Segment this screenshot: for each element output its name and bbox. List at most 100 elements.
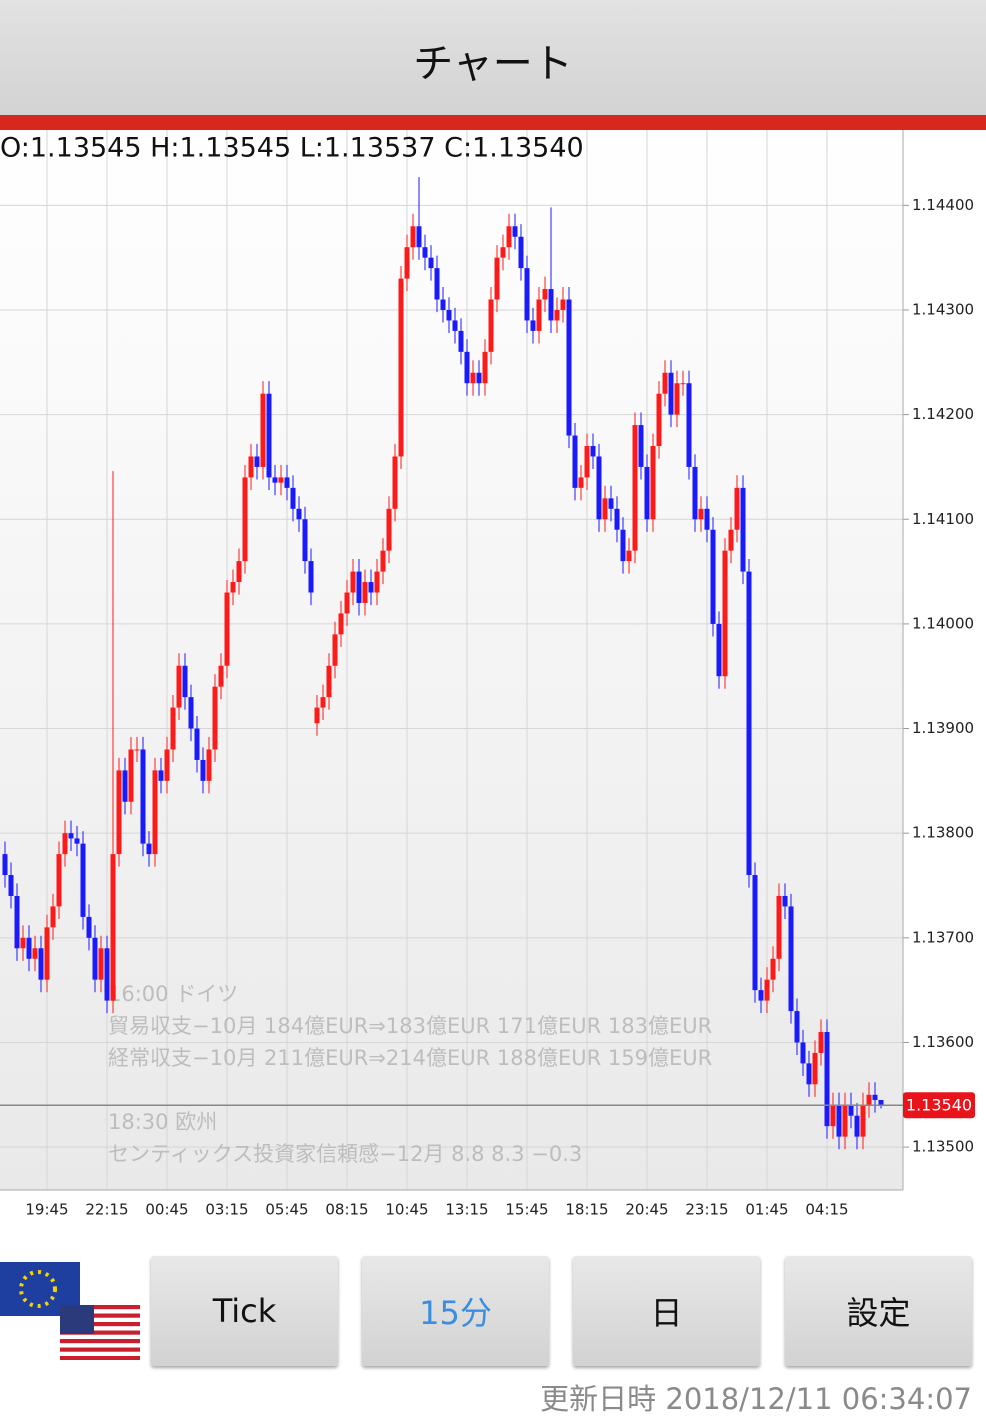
candle-body <box>344 592 350 614</box>
candle-body <box>734 487 740 530</box>
candle-body <box>170 707 176 750</box>
y-tick-label: 1.14400 <box>912 196 974 214</box>
candle-body <box>434 268 440 300</box>
candle-body <box>56 854 62 907</box>
candle-body <box>362 582 368 603</box>
candle-body <box>878 1100 884 1106</box>
candle-body <box>578 477 584 488</box>
x-tick-label: 01:45 <box>745 1201 788 1219</box>
candle-body <box>218 665 224 687</box>
candle-body <box>206 749 212 781</box>
candle-body <box>374 571 380 593</box>
current-price-box <box>903 1092 975 1119</box>
candle-body <box>500 247 506 258</box>
candle-body <box>302 519 308 562</box>
candle-body <box>836 1105 842 1137</box>
candle-body <box>470 372 476 384</box>
interval-button[interactable]: 15分 <box>362 1256 549 1366</box>
candle-body <box>104 948 110 1001</box>
candle-body <box>824 1031 830 1127</box>
candle-body <box>188 697 194 729</box>
x-tick-label: 18:15 <box>565 1201 608 1219</box>
y-tick-label: 1.13700 <box>912 928 974 946</box>
candle-body <box>686 383 692 467</box>
candle-body <box>602 498 608 520</box>
header-title: チャート <box>413 41 573 87</box>
candle-body <box>212 686 218 750</box>
candle-body <box>512 226 518 237</box>
header-bar <box>0 0 986 115</box>
candle-body <box>566 299 572 436</box>
candle-body <box>380 550 386 572</box>
x-tick-label: 08:15 <box>325 1201 368 1219</box>
update-time: 更新日時 2018/12/11 06:34:07 <box>540 1382 972 1416</box>
candle-body <box>776 895 782 959</box>
candle-body <box>392 456 398 509</box>
tick-button[interactable]: Tick <box>151 1256 338 1366</box>
candle-body <box>806 1063 812 1085</box>
candle-body <box>710 529 716 624</box>
candle-body <box>284 477 290 488</box>
candle-body <box>230 582 236 593</box>
candle-body <box>200 759 206 781</box>
candle-body <box>14 895 20 949</box>
candle-body <box>440 299 446 310</box>
candle-body <box>464 351 470 384</box>
candle-body <box>476 372 482 384</box>
daily-button[interactable]: 日 <box>573 1256 760 1366</box>
candle-body <box>116 770 122 855</box>
candle-body <box>422 247 428 258</box>
candle-body <box>80 843 86 917</box>
candle-body <box>326 665 332 698</box>
currency-flags <box>0 1262 140 1360</box>
candle-body <box>194 728 200 760</box>
candle-body <box>866 1094 872 1106</box>
candle-body <box>536 299 542 331</box>
candle-body <box>818 1031 824 1053</box>
candle-body <box>128 749 134 802</box>
candle-body <box>44 927 50 980</box>
candle-body <box>158 770 164 781</box>
candle-body <box>752 875 758 991</box>
candle-body <box>488 299 494 352</box>
candle-body <box>668 372 674 415</box>
candle-body <box>92 937 98 980</box>
grid <box>0 130 903 1190</box>
candle-body <box>146 843 152 855</box>
candle-body <box>332 634 338 666</box>
candle-body <box>620 529 626 562</box>
candle-body <box>758 990 764 1001</box>
candle-body <box>794 1011 800 1043</box>
candle-body <box>590 446 596 457</box>
event-annotation: 経常収支−10月 211億EUR⇒214億EUR 188億EUR 159億EUR <box>108 1046 712 1070</box>
candle-body <box>272 477 278 483</box>
candle-body <box>680 383 686 385</box>
candle-body <box>872 1094 878 1101</box>
candle-body <box>122 770 128 802</box>
candle-body <box>416 226 422 248</box>
candle-body <box>614 508 620 530</box>
candle-body <box>398 278 404 457</box>
y-tick-label: 1.13600 <box>912 1033 974 1051</box>
candle-body <box>98 948 104 980</box>
candle-body <box>8 875 14 896</box>
accent-bar <box>0 115 986 130</box>
candle-body <box>518 236 524 269</box>
settings-button[interactable]: 設定 <box>785 1256 972 1366</box>
candle-body <box>38 948 44 980</box>
y-tick-label: 1.13900 <box>912 719 974 737</box>
candle-body <box>134 749 140 751</box>
candle-body <box>350 571 356 593</box>
candle-body <box>428 257 434 269</box>
candle-body <box>842 1105 848 1137</box>
y-tick-label: 1.14100 <box>912 510 974 528</box>
candle-body <box>740 487 746 572</box>
event-annotation: 16:00 ドイツ <box>108 982 238 1006</box>
candle-body <box>530 320 536 331</box>
x-tick-label: 10:45 <box>385 1201 428 1219</box>
candle-body <box>458 330 464 352</box>
event-annotation: 貿易収支−10月 184億EUR⇒183億EUR 171億EUR 183億EUR <box>108 1014 712 1038</box>
candle-body <box>176 665 182 708</box>
candle-body <box>554 309 560 321</box>
